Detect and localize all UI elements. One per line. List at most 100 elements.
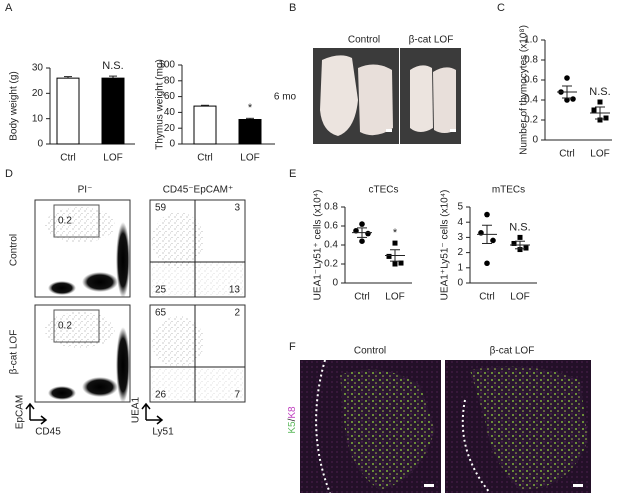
y-tick-label: 0.4 [524,95,538,106]
quadrant-value: 7 [234,390,240,401]
gate-label: 0.2 [58,321,72,332]
y-tick-label: 5 [457,202,463,213]
flow-plot [149,304,246,403]
x-tick-label: Ctrl [354,292,370,303]
point [523,245,529,251]
panel-b: Control β-cat LOF 6 mo [274,35,461,144]
y-tick-label: 0.4 [324,240,338,251]
stain-label: K5/K8 [287,406,298,434]
panel-label: A [5,2,13,14]
x-tick-label: LOF [240,153,259,164]
y-axis-label: Thymus weight (mg) [155,59,166,150]
panel-label: E [289,168,296,180]
point [359,221,365,227]
y-tick-label: 3 [457,232,463,243]
point [517,247,523,253]
scale-bar [573,484,583,487]
scale-bar [424,484,434,487]
point [564,97,570,103]
panel-label: D [5,168,13,180]
annotation: * [393,227,398,239]
point [597,117,603,123]
thymus-lobe [358,64,393,136]
x-tick-label: Ctrl [479,292,495,303]
row-label: Control [9,234,20,266]
axis-label: CD45 [35,427,61,438]
y-tick-label: 0.8 [524,55,538,66]
bar [101,77,125,145]
stain: K8 [287,406,298,419]
bar [238,119,262,145]
quadrant-value: 3 [234,203,240,214]
thymus-lobe [410,65,433,132]
quadrant-value: 59 [155,203,167,214]
axis-label: Ly51 [152,427,174,438]
y-tick-label: 1 [457,262,463,273]
y-tick-label: 0 [532,135,538,146]
point [603,115,609,121]
column-label: β-cat LOF [409,35,454,46]
y-tick-label: 2 [457,247,463,258]
axis-label: UEA1 [131,397,142,424]
chart-title: cTECs [369,185,399,196]
point [597,99,603,105]
column-label: Control [348,35,380,46]
quadrant-value: 65 [155,308,167,319]
y-axis-label: UEA1⁺Ly51⁻ cells (x10⁴) [440,190,451,301]
thymus-lobe [320,55,358,136]
x-tick-label: LOF [103,153,122,164]
scale-bar [450,129,456,132]
x-tick-label: Ctrl [559,149,575,160]
annotation: N.S. [589,86,610,98]
panel-label: F [289,341,296,353]
stain: K5 [287,421,298,434]
point [398,260,404,266]
plot-title: PI⁻ [78,185,93,196]
bar [56,77,80,145]
bar [193,105,217,145]
y-tick-label: 0 [169,139,175,150]
plot-title: CD45⁻EpCAM⁺ [163,185,234,196]
scale-bar [386,129,392,132]
boundary [461,399,491,493]
y-tick-label: 0 [332,278,338,289]
chart-title: mTECs [492,185,525,196]
x-tick-label: LOF [510,292,529,303]
y-tick-label: 20 [32,88,44,99]
panel-f: Control β-cat LOF K5/K8 [287,346,591,493]
axis-arrow [141,402,164,425]
point [365,230,371,237]
panel-label: B [289,2,296,14]
y-tick-label: 20 [164,123,176,134]
y-tick-label: 0.6 [524,75,538,86]
y-tick-label: 100 [158,60,175,71]
panel-labels: A B C D E F [5,2,505,353]
y-tick-label: 30 [32,63,44,74]
column-label: Control [354,346,386,357]
annotation: N.S. [102,60,123,72]
point [392,240,398,246]
point [386,253,392,259]
y-tick-label: 0 [37,139,43,150]
y-tick-label: 1.0 [524,35,538,46]
x-tick-label: LOF [385,292,404,303]
x-tick-label: LOF [590,149,609,160]
quadrant-value: 13 [229,285,241,296]
stain: / [287,418,298,421]
stained-region [470,366,588,490]
point [511,240,517,246]
y-tick-label: 0.8 [324,202,338,213]
point [490,237,496,244]
quadrant-value: 26 [155,390,167,401]
y-tick-label: 0 [457,278,463,289]
y-axis-label: Number of thymocytes (x10⁸) [519,25,530,155]
quadrant-value: 25 [155,285,167,296]
boundary [315,359,331,493]
quadrant-value: 2 [234,308,240,319]
axis-arrow [25,402,48,425]
point [484,260,490,267]
y-tick-label: 0.2 [524,115,538,126]
x-tick-label: Ctrl [197,153,213,164]
stained-region [340,369,435,490]
